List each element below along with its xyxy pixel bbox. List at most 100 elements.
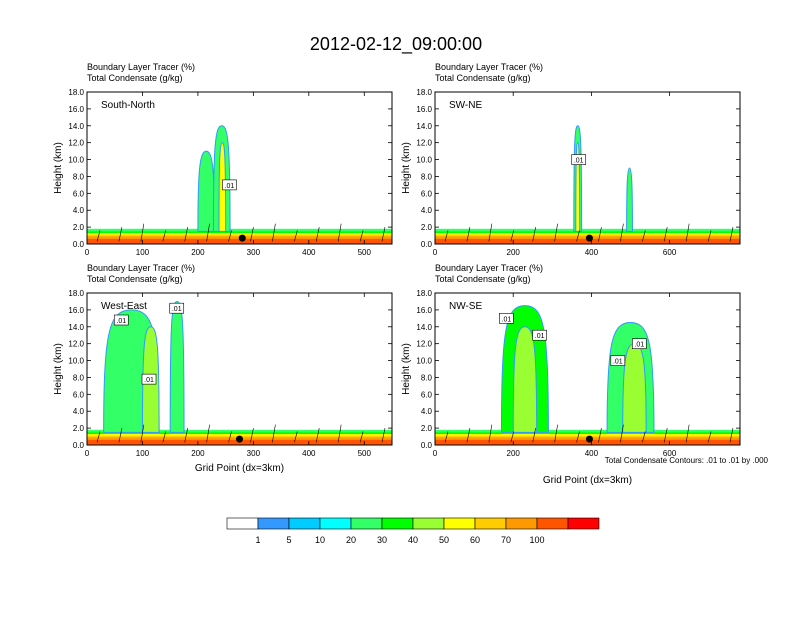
surface-marker [585, 234, 593, 242]
contour-line-3 [162, 230, 167, 242]
contour-line-0 [444, 230, 449, 242]
surface-layer-5 [435, 439, 740, 445]
xtick-label-2: 200 [191, 449, 205, 458]
ytick-label-1: 2.0 [73, 223, 85, 232]
plot-content: .01 .01 .01 [87, 300, 392, 445]
ytick-label-0: 0.0 [73, 441, 85, 450]
ytick-label-6: 12.0 [68, 139, 84, 148]
contour-line-10 [315, 428, 320, 443]
contour-line-8 [272, 424, 276, 443]
xtick-label-3: 300 [247, 248, 261, 257]
panel-title-condensate: Total Condensate (g/kg) [435, 274, 531, 284]
contour-label-box-1 [141, 373, 157, 385]
colorbar-label-6: 50 [439, 535, 449, 545]
plot-frame [86, 292, 393, 446]
contour-label-0: .01 [574, 158, 584, 165]
y-axis-label: Height (km) [53, 343, 64, 395]
xtick-label-0: 0 [85, 449, 90, 458]
ytick-label-7: 14.0 [416, 122, 432, 131]
footnote: Total Condensate Contours: .01 to .01 by… [605, 456, 769, 465]
colorbar-swatch-8 [474, 517, 507, 530]
x-axis-label: Grid Point (dx=3km) [543, 475, 632, 486]
contour-line-11 [337, 223, 342, 242]
ytick-label-4: 8.0 [421, 172, 433, 181]
surface-layer-5 [87, 238, 392, 244]
contour-line-7 [598, 227, 602, 242]
contour-line-5 [554, 223, 558, 242]
condensate-column-2 [169, 300, 185, 433]
xtick-label-4: 400 [302, 449, 316, 458]
panel-south-north: Boundary Layer Tracer (%)Total Condensat… [53, 62, 393, 257]
ytick-label-6: 12.0 [416, 139, 432, 148]
plot-area [435, 293, 740, 445]
ytick-label-5: 10.0 [416, 156, 432, 165]
ytick-label-9: 18.0 [416, 88, 432, 97]
contour-line-13 [729, 227, 734, 242]
contour-line-12 [359, 230, 364, 242]
colorbar-label-2: 10 [315, 535, 325, 545]
ytick-label-5: 10.0 [68, 156, 84, 165]
ytick-label-8: 16.0 [416, 306, 432, 315]
ytick-label-7: 14.0 [416, 323, 432, 332]
ytick-label-9: 18.0 [68, 289, 84, 298]
y-axis-label: Height (km) [53, 142, 64, 194]
colorbar-swatch-11 [567, 517, 600, 530]
plot-frame [434, 91, 741, 245]
ytick-label-4: 8.0 [421, 373, 433, 382]
colorbar-label-4: 30 [377, 535, 387, 545]
panel-label: South-North [101, 100, 155, 111]
contour-line-5 [206, 424, 210, 443]
ytick-label-0: 0.0 [421, 441, 433, 450]
colorbar-swatch-0 [226, 517, 259, 530]
panel-title-tracer: Boundary Layer Tracer (%) [87, 263, 195, 273]
ytick-label-3: 6.0 [421, 189, 433, 198]
contour-line-12 [359, 431, 364, 443]
contour-line-4 [532, 428, 536, 443]
contour-line-10 [315, 227, 320, 242]
colorbar-swatch-9 [505, 517, 538, 530]
contour-line-6 [576, 230, 580, 242]
contour-line-7 [598, 428, 602, 443]
contour-line-13 [381, 428, 386, 443]
condensate-column-3 [622, 343, 647, 433]
panel-title-tracer: Boundary Layer Tracer (%) [435, 263, 543, 273]
contour-label-box-2 [610, 355, 626, 366]
panel-label: NW-SE [449, 301, 482, 312]
contour-label-1: .01 [535, 333, 545, 340]
contour-line-5 [554, 424, 558, 443]
condensate-column-1 [512, 326, 538, 433]
contour-line-9 [642, 230, 646, 242]
contour-label-box-3 [632, 338, 647, 349]
panel-sw-ne: Boundary Layer Tracer (%)Total Condensat… [401, 62, 741, 257]
contour-line-9 [294, 230, 298, 242]
contour-label-box-0 [571, 154, 587, 165]
contour-line-3 [162, 431, 167, 443]
contour-line-13 [381, 227, 386, 242]
ytick-label-9: 18.0 [68, 88, 84, 97]
y-axis-label: Height (km) [401, 142, 412, 194]
ytick-label-5: 10.0 [416, 357, 432, 366]
contour-line-9 [294, 431, 298, 443]
contour-line-3 [510, 230, 515, 242]
xtick-label-0: 0 [433, 248, 438, 257]
ytick-label-2: 4.0 [421, 206, 433, 215]
surface-marker [236, 435, 243, 443]
contour-line-1 [466, 227, 471, 242]
ytick-label-1: 2.0 [421, 424, 433, 433]
xtick-label-3: 300 [247, 449, 261, 458]
colorbar-label-5: 40 [408, 535, 418, 545]
ytick-label-2: 4.0 [73, 407, 85, 416]
colorbar-label-3: 20 [346, 535, 356, 545]
contour-label-box-0 [499, 313, 514, 324]
contour-line-3 [510, 431, 515, 443]
colorbar-label-0: 1 [255, 535, 260, 545]
xtick-label-4: 400 [302, 248, 316, 257]
colorbar-label-7: 60 [470, 535, 480, 545]
xtick-label-1: 100 [136, 248, 150, 257]
xtick-label-3: 600 [663, 449, 677, 458]
xtick-label-1: 200 [507, 449, 521, 458]
contour-label-1: .01 [144, 377, 154, 384]
contour-line-7 [250, 227, 254, 242]
contour-line-12 [707, 230, 712, 242]
